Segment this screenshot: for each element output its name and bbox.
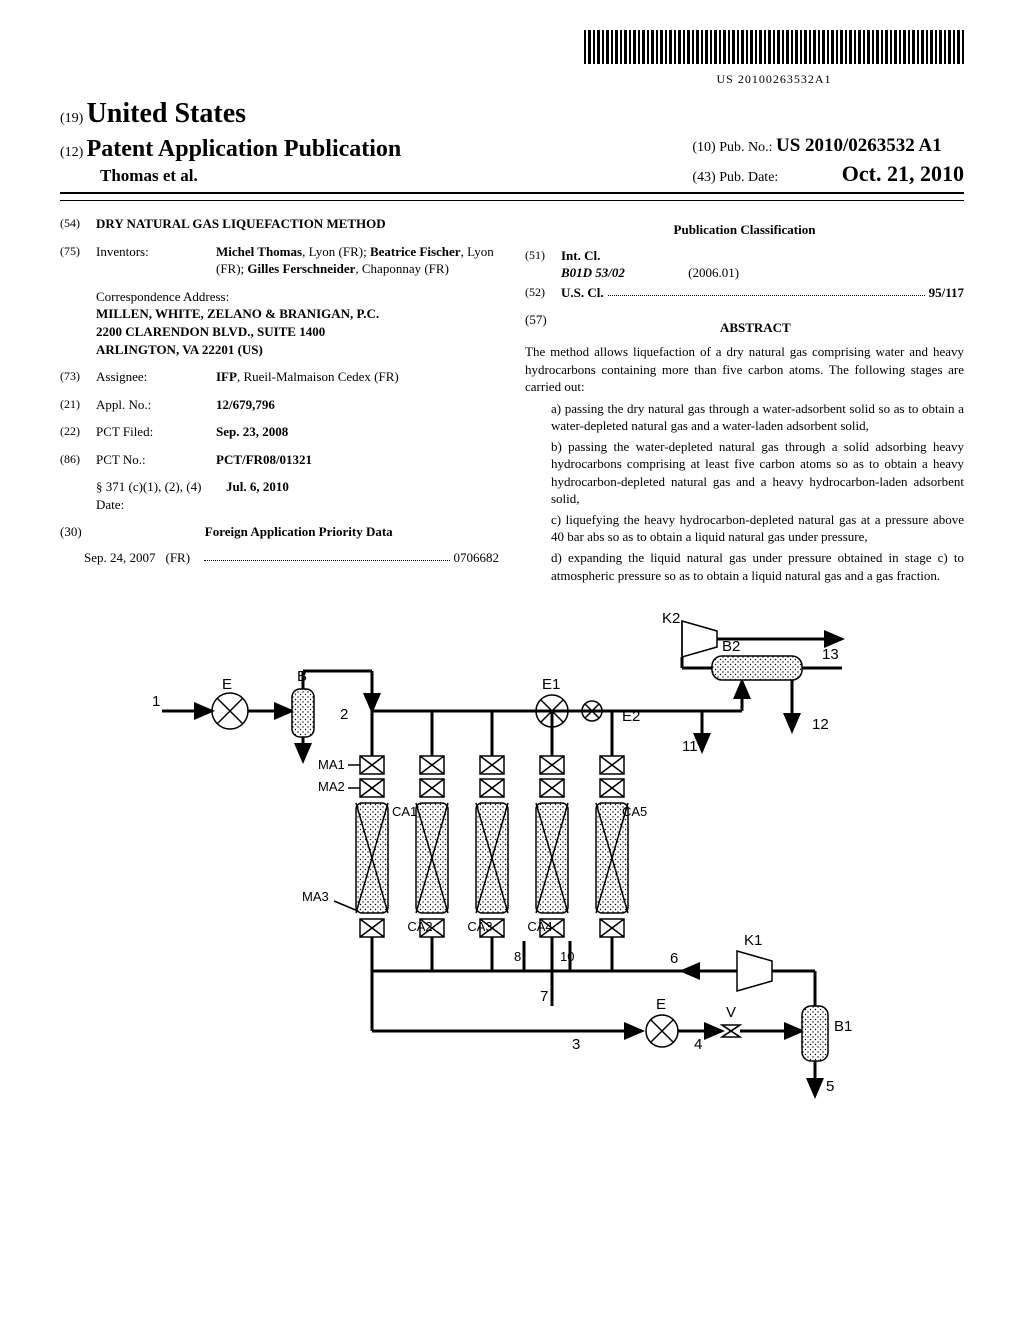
abstract-item-b: b) passing the water-depleted natural ga… [551, 438, 964, 508]
d-label-3: 3 [572, 1036, 580, 1053]
d-label-E-lower: E [656, 996, 666, 1013]
d-label-K1: K1 [744, 932, 762, 949]
field-num-54: (54) [60, 215, 96, 233]
field-num-21: (21) [60, 396, 96, 414]
country: United States [87, 98, 246, 129]
corr-line-3: ARLINGTON, VA 22201 (US) [96, 341, 499, 359]
pub-date: Oct. 21, 2010 [842, 161, 964, 186]
pct-filed: Sep. 23, 2008 [216, 423, 499, 441]
corr-line-1: MILLEN, WHITE, ZELANO & BRANIGAN, P.C. [96, 305, 499, 323]
appl-number: 12/679,796 [216, 396, 499, 414]
pct-no: PCT/FR08/01321 [216, 451, 499, 469]
field-num-22: (22) [60, 423, 96, 441]
abstract-item-c: c) liquefying the heavy hydrocarbon-depl… [551, 511, 964, 546]
right-column: Publication Classification (51) Int. Cl.… [525, 215, 964, 587]
pctfiled-label: PCT Filed: [96, 423, 216, 441]
barcode-number: US 20100263532A1 [584, 71, 964, 87]
pubno-label: Pub. No.: [719, 140, 772, 155]
d-label-MA2: MA2 [318, 779, 345, 794]
field-num-51: (51) [525, 247, 561, 282]
inv-name-1: Michel Thomas [216, 244, 302, 259]
d-label-2: 2 [340, 706, 348, 723]
inventors-label: Inventors: [96, 243, 216, 278]
field-num-73: (73) [60, 368, 96, 386]
d-label-MA1: MA1 [318, 757, 345, 772]
pub-number: US 2010/0263532 A1 [776, 135, 942, 156]
field-num-57: (57) [525, 311, 547, 343]
abstract-item-d: d) expanding the liquid natural gas unde… [551, 549, 964, 584]
prefix-12: (12) [60, 145, 83, 160]
abstract-head: ABSTRACT [547, 319, 964, 337]
inv-name-3: Gilles Ferschneider [247, 261, 355, 276]
corr-line-2: 2200 CLARENDON BLVD., SUITE 1400 [96, 323, 499, 341]
d-label-K2: K2 [662, 611, 680, 627]
pubdate-label: Pub. Date: [719, 170, 778, 185]
doc-header: (19) United States (12) Patent Applicati… [60, 95, 964, 194]
field-num-30: (30) [60, 523, 96, 541]
field-num-86: (86) [60, 451, 96, 469]
process-diagram: 1 E B 2 [60, 611, 964, 1131]
d-label-6: 6 [670, 950, 678, 967]
d-label-B2: B2 [722, 638, 740, 655]
prefix-19: (19) [60, 111, 83, 126]
barcode [584, 30, 964, 64]
d-label-12: 12 [812, 716, 829, 733]
d-label-CA5: CA5 [622, 804, 647, 819]
correspondence-label: Correspondence Address: [96, 288, 499, 306]
d-label-4: 4 [694, 1036, 702, 1053]
d-label-MA3: MA3 [302, 889, 329, 904]
doc-type: Patent Application Publication [87, 136, 402, 162]
fapd-appno: 0706682 [454, 549, 500, 567]
d-label-E1: E1 [542, 676, 560, 693]
d-label-11: 11 [682, 738, 698, 755]
uscl-label: U.S. Cl. [561, 284, 604, 302]
intcl-label: Int. Cl. [561, 247, 964, 265]
fapd-head: Foreign Application Priority Data [99, 523, 498, 541]
d-label-CA2: CA2 [407, 919, 432, 934]
d-label-CA1: CA1 [392, 804, 417, 819]
d-label-5: 5 [826, 1078, 834, 1095]
assignee: IFP, Rueil-Malmaison Cedex (FR) [216, 368, 499, 386]
intcl-year: (2006.01) [688, 265, 739, 280]
d-label-1: 1 [152, 693, 160, 710]
d-label-E: E [222, 676, 232, 693]
d-label-8: 8 [514, 949, 521, 964]
assignee-label: Assignee: [96, 368, 216, 386]
d-label-CA4: CA4 [527, 919, 552, 934]
pub-class-head: Publication Classification [525, 221, 964, 239]
pctno-label: PCT No.: [96, 451, 216, 469]
abstract-lead: The method allows liquefaction of a dry … [525, 343, 964, 396]
prefix-43: (43) [692, 170, 715, 185]
left-column: (54) DRY NATURAL GAS LIQUEFACTION METHOD… [60, 215, 499, 587]
applno-label: Appl. No.: [96, 396, 216, 414]
abstract-item-a: a) passing the dry natural gas through a… [551, 400, 964, 435]
d-label-CA3: CA3 [467, 919, 492, 934]
d-label-10: 10 [560, 949, 574, 964]
inventors: Michel Thomas, Lyon (FR); Beatrice Fisch… [216, 243, 499, 278]
barcode-block: US 20100263532A1 [60, 30, 964, 87]
invention-title: DRY NATURAL GAS LIQUEFACTION METHOD [96, 215, 499, 233]
authors-line: Thomas et al. [100, 165, 401, 188]
prefix-10: (10) [692, 140, 715, 155]
field-num-75: (75) [60, 243, 96, 278]
d-label-7: 7 [540, 988, 548, 1005]
s371-date: Jul. 6, 2010 [226, 478, 499, 513]
fapd-cc: (FR) [166, 549, 191, 567]
d-label-13: 13 [822, 646, 839, 663]
uscl-value: 95/117 [929, 284, 964, 302]
intcl-code: B01D 53/02 [561, 265, 625, 280]
field-num-52: (52) [525, 284, 561, 302]
d-label-B1: B1 [834, 1018, 852, 1035]
d-label-V: V [726, 1004, 736, 1021]
fapd-date: Sep. 24, 2007 [84, 549, 156, 567]
inv-name-2: Beatrice Fischer [370, 244, 461, 259]
biblio-columns: (54) DRY NATURAL GAS LIQUEFACTION METHOD… [60, 215, 964, 587]
s371-label: § 371 (c)(1), (2), (4) Date: [96, 478, 226, 513]
